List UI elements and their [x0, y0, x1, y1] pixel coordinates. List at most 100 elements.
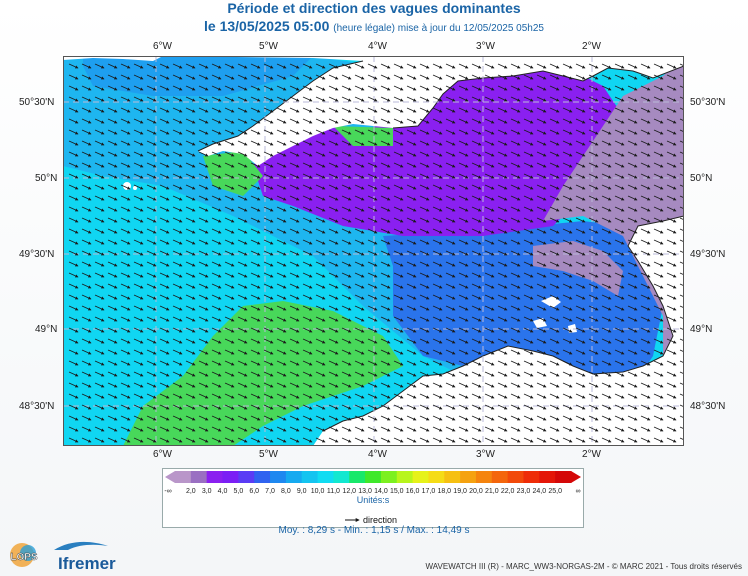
direction-arrow: [575, 63, 586, 69]
direction-arrow: [120, 140, 131, 146]
direction-arrow: [432, 140, 443, 146]
direction-arrow: [211, 173, 222, 179]
direction-arrow: [224, 173, 235, 179]
direction-arrow: [614, 206, 625, 212]
direction-arrow: [419, 129, 430, 135]
direction-arrow: [588, 151, 599, 157]
direction-arrow: [406, 85, 417, 91]
direction-arrow: [302, 173, 313, 179]
direction-arrow: [341, 63, 352, 69]
direction-arrow: [94, 74, 105, 80]
direction-arrow: [523, 228, 534, 234]
direction-arrow: [81, 151, 92, 157]
direction-arrow: [276, 206, 287, 212]
direction-arrow: [120, 151, 131, 157]
direction-arrow: [549, 74, 560, 80]
direction-arrow: [250, 118, 261, 124]
direction-arrow: [185, 239, 196, 245]
direction-arrow: [562, 217, 573, 223]
direction-arrow: [367, 173, 378, 179]
direction-arrow: [419, 151, 430, 157]
direction-arrow: [653, 63, 664, 69]
direction-arrow: [328, 217, 339, 223]
direction-arrow: [94, 239, 105, 245]
direction-arrow: [237, 85, 248, 91]
direction-arrow: [445, 85, 456, 91]
direction-arrow: [419, 85, 430, 91]
direction-arrow: [81, 206, 92, 212]
direction-arrow: [627, 85, 638, 91]
direction-arrow: [302, 184, 313, 190]
direction-arrow: [666, 184, 677, 190]
direction-arrow: [237, 140, 248, 146]
direction-arrow: [367, 151, 378, 157]
direction-arrow: [549, 195, 560, 201]
direction-arrow: [601, 140, 612, 146]
lat-label-left: 48°30'N: [19, 401, 55, 412]
direction-arrow: [94, 140, 105, 146]
direction-arrow: [302, 107, 313, 113]
colorbar-swatch: [539, 471, 556, 483]
direction-arrow: [68, 63, 79, 69]
direction-arrow: [302, 206, 313, 212]
direction-arrow: [549, 162, 560, 168]
direction-arrow: [81, 129, 92, 135]
direction-arrow: [315, 107, 326, 113]
direction-arrow: [627, 140, 638, 146]
direction-arrow: [185, 118, 196, 124]
direction-arrow: [289, 239, 300, 245]
direction-arrow: [679, 129, 684, 133]
direction-arrow: [497, 217, 508, 223]
direction-arrow: [510, 118, 521, 124]
direction-arrow: [367, 206, 378, 212]
direction-arrow: [653, 118, 664, 124]
statistics: Moy. : 8,29 s - Min. : 1,15 s / Max. : 1…: [278, 525, 470, 536]
direction-arrow: [107, 129, 118, 135]
direction-arrow: [315, 239, 326, 245]
direction-arrow: [406, 129, 417, 135]
direction-arrow: [445, 96, 456, 102]
direction-arrow: [289, 63, 300, 69]
direction-arrow: [133, 184, 144, 190]
direction-arrow: [549, 217, 560, 223]
direction-arrow: [354, 162, 365, 168]
direction-arrow: [653, 74, 664, 80]
direction-arrow: [185, 96, 196, 102]
direction-arrow: [250, 162, 261, 168]
colorbar-tick-label: -∞: [164, 488, 171, 495]
direction-arrow: [484, 195, 495, 201]
direction-arrow: [94, 228, 105, 234]
direction-arrow: [653, 162, 664, 168]
direction-arrow: [380, 85, 391, 91]
direction-arrow: [601, 162, 612, 168]
direction-arrow: [432, 118, 443, 124]
direction-arrow: [250, 173, 261, 179]
colorbar-tick-label: 7,0: [265, 488, 275, 495]
direction-arrow: [146, 96, 157, 102]
direction-arrow: [263, 217, 274, 223]
direction-arrow: [510, 107, 521, 113]
direction-arrow: [146, 184, 157, 190]
direction-arrow: [510, 173, 521, 179]
colorbar-swatch: [333, 471, 350, 483]
direction-arrow: [575, 206, 586, 212]
direction-arrow: [341, 228, 352, 234]
direction-arrow: [224, 228, 235, 234]
direction-arrow: [172, 151, 183, 157]
direction-arrow: [575, 107, 586, 113]
direction-arrow: [146, 239, 157, 245]
direction-arrow: [575, 151, 586, 157]
direction-arrow: [172, 74, 183, 80]
direction-arrow: [445, 74, 456, 80]
direction-arrow: [523, 96, 534, 102]
direction-arrow: [81, 195, 92, 201]
direction-arrow: [328, 74, 339, 80]
direction-arrow: [497, 107, 508, 113]
direction-arrow: [666, 206, 677, 212]
direction-arrow: [237, 239, 248, 245]
direction-arrow: [94, 217, 105, 223]
direction-arrow: [237, 184, 248, 190]
direction-arrow: [458, 129, 469, 135]
direction-arrow: [666, 228, 677, 234]
direction-arrow: [276, 162, 287, 168]
